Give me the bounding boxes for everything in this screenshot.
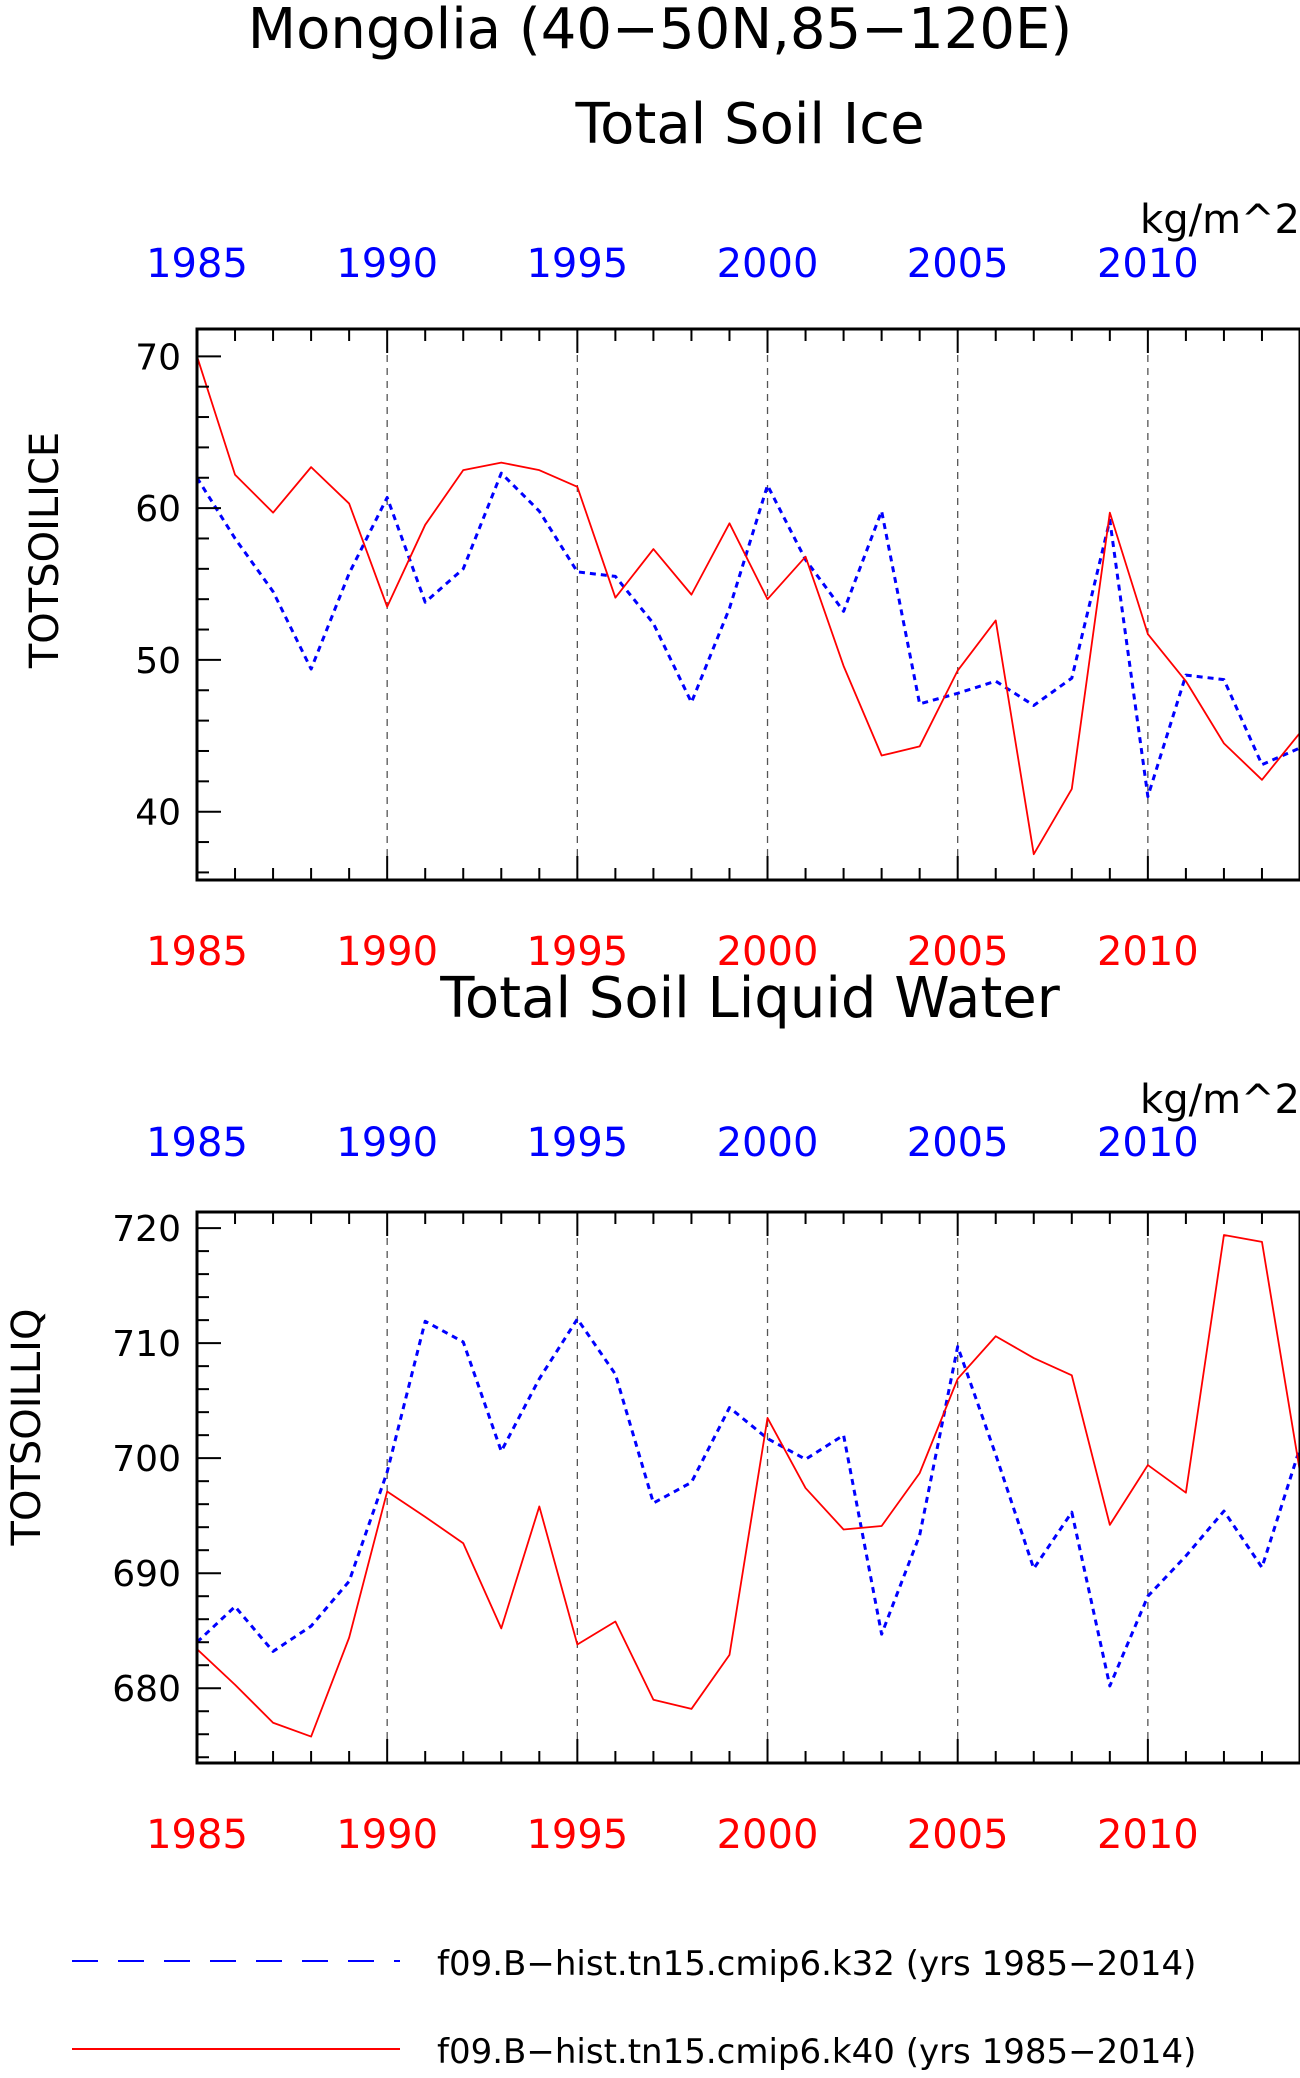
plot-frame xyxy=(197,329,1300,880)
x-tick-label-top: 1985 xyxy=(146,241,248,287)
panel-2-units: kg/m^2 xyxy=(1140,1077,1300,1123)
panel-2-ylabel: TOTSOILLIQ xyxy=(4,1309,50,1547)
x-tick-label-bottom: 1990 xyxy=(336,929,438,975)
y-tick-label: 70 xyxy=(135,337,181,378)
x-tick-label-top: 2010 xyxy=(1097,241,1199,287)
x-tick-label-bottom: 1985 xyxy=(146,929,248,975)
x-tick-label-top: 2005 xyxy=(907,241,1009,287)
main-title: Mongolia (40−50N,85−120E) xyxy=(248,0,1072,62)
x-tick-label-bottom: 2005 xyxy=(907,1812,1009,1858)
y-tick-label: 710 xyxy=(112,1324,181,1365)
x-tick-label-bottom: 2010 xyxy=(1097,1812,1199,1858)
legend: f09.B−hist.tn15.cmip6.k32 (yrs 1985−2014… xyxy=(72,1944,1196,2072)
panel-1-ylabel: TOTSOILICE xyxy=(22,432,68,669)
x-tick-label-top: 2010 xyxy=(1097,1120,1199,1166)
x-tick-label-top: 2005 xyxy=(907,1120,1009,1166)
x-tick-label-top: 2000 xyxy=(717,1120,819,1166)
y-tick-label: 700 xyxy=(112,1439,181,1480)
y-tick-label: 690 xyxy=(112,1554,181,1595)
legend-label-k32: f09.B−hist.tn15.cmip6.k32 (yrs 1985−2014… xyxy=(437,1944,1196,1984)
panel-1-units: kg/m^2 xyxy=(1140,197,1300,243)
x-tick-label-bottom: 1990 xyxy=(336,1812,438,1858)
y-tick-label: 40 xyxy=(135,793,181,834)
y-tick-label: 50 xyxy=(135,641,181,682)
series-line-k40 xyxy=(197,356,1300,854)
panel-2-plot: 680 690 700 710 720 1985 1985 1990 1990 1995 1995 2… xyxy=(112,1120,1300,1858)
x-tick-label-top: 1990 xyxy=(336,1120,438,1166)
x-tick-label-top: 2000 xyxy=(717,241,819,287)
y-tick-label: 720 xyxy=(112,1209,181,1250)
x-tick-label-bottom: 2000 xyxy=(717,1812,819,1858)
panel-2-title: Total Soil Liquid Water xyxy=(439,966,1061,1031)
series-line-k40 xyxy=(197,1235,1300,1737)
panel-1-title: Total Soil Ice xyxy=(574,92,924,157)
x-tick-label-top: 1990 xyxy=(336,241,438,287)
panel-1-plot: 4050607019851985199019901995199520002000… xyxy=(135,241,1300,975)
x-tick-label-top: 1995 xyxy=(526,1120,628,1166)
x-tick-label-bottom: 1995 xyxy=(526,1812,628,1858)
y-tick-label: 60 xyxy=(135,489,181,530)
x-tick-label-bottom: 1985 xyxy=(146,1812,248,1858)
series-line-k32 xyxy=(197,473,1300,796)
x-tick-label-top: 1985 xyxy=(146,1120,248,1166)
series-line-k32 xyxy=(197,1319,1300,1686)
y-tick-label: 680 xyxy=(112,1669,181,1710)
legend-label-k40: f09.B−hist.tn15.cmip6.k40 (yrs 1985−2014… xyxy=(437,2032,1196,2072)
x-tick-label-top: 1995 xyxy=(526,241,628,287)
x-tick-label-bottom: 2010 xyxy=(1097,929,1199,975)
